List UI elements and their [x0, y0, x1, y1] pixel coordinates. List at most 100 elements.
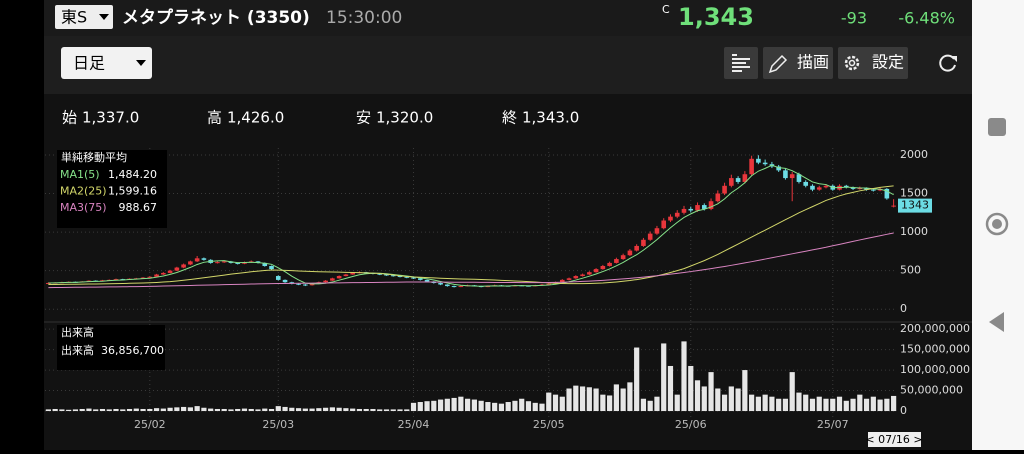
candle-body [377, 273, 383, 275]
candle-body [404, 276, 410, 278]
candle-body [188, 261, 193, 265]
volume-bar [417, 402, 423, 412]
volume-bar [383, 409, 390, 412]
home-button[interactable] [985, 212, 1009, 236]
volume-bar [214, 408, 221, 412]
button-bg[interactable] [838, 47, 908, 79]
x-tick-label: 25/06 [675, 418, 707, 431]
refresh-button[interactable] [939, 54, 957, 72]
candle-body [262, 262, 268, 267]
draw-button[interactable]: 描画 [763, 47, 833, 79]
volume-bar [681, 341, 687, 412]
volume-bar [715, 388, 721, 412]
volume-bar [99, 408, 106, 412]
candle-body [485, 286, 491, 288]
volume-bar [667, 365, 674, 412]
volume-bar [688, 365, 694, 412]
candle-body [309, 283, 315, 286]
volume-bar [776, 398, 782, 412]
candle-body [303, 284, 308, 286]
y-tick-label: 2000 [900, 148, 928, 161]
candle-body [620, 255, 626, 260]
x-tick-label: 25/04 [398, 418, 430, 431]
volume-bar [221, 408, 227, 412]
candle-body [762, 162, 768, 165]
volume-bar [579, 386, 586, 412]
market-select-box[interactable] [55, 5, 113, 29]
candle-body [843, 185, 849, 188]
legend-name: MA1(5) [60, 168, 100, 181]
volume-bar [850, 398, 856, 412]
candle-body [654, 228, 660, 234]
candle-body [823, 185, 829, 188]
volume-bar [356, 408, 363, 412]
volume-bar [674, 394, 680, 412]
recent-apps-button[interactable] [988, 118, 1006, 136]
volume-bar [877, 399, 883, 412]
icon [844, 55, 860, 71]
candle-body [296, 283, 301, 285]
period[interactable]: 日足 [73, 54, 105, 73]
volume-bar [194, 406, 200, 412]
volume-bar [498, 403, 505, 412]
volume-bar [465, 398, 471, 412]
candle-body [796, 174, 802, 182]
draw-label[interactable]: 描画 [797, 53, 829, 72]
candle-body [688, 208, 694, 211]
volume-bar [701, 386, 707, 412]
volume-bar [59, 409, 65, 412]
volume-bar [228, 409, 234, 412]
candle-body [573, 276, 579, 279]
back-button[interactable] [989, 312, 1004, 332]
settings-label[interactable]: 設定 [872, 53, 904, 72]
volume-bar [546, 392, 552, 412]
market[interactable]: 東S [61, 8, 87, 27]
volume-bar [762, 394, 768, 412]
volume-bar [532, 402, 538, 412]
time: 15:30:00 [326, 8, 402, 28]
volume-bar [559, 396, 565, 412]
candle-body [627, 250, 633, 256]
candle-body [607, 262, 612, 267]
volume-bar [519, 398, 525, 412]
volume-bar [647, 400, 653, 412]
market-select[interactable]: 東S [55, 5, 113, 29]
volume-bar [120, 409, 126, 412]
volume-bar [451, 397, 457, 412]
candle-body [735, 178, 741, 182]
settings-button[interactable]: 設定 [838, 47, 908, 79]
period-select[interactable]: 日足 [61, 47, 152, 79]
candle-body [161, 272, 166, 275]
volume-bar [282, 406, 288, 412]
ohlc-value: 1,426.0 [227, 109, 284, 127]
candle-body [681, 208, 687, 213]
volume-bar [755, 396, 761, 412]
volume-bar [45, 409, 51, 412]
candle-body [451, 286, 457, 288]
candle-body [695, 205, 700, 211]
icon[interactable] [939, 54, 956, 72]
icon [848, 59, 856, 67]
candle-body [417, 278, 423, 280]
ohlc-label: 終 [502, 109, 517, 127]
button-bg[interactable] [763, 47, 833, 79]
candle-body [390, 275, 396, 277]
volume-bar [458, 396, 464, 412]
indicator-button[interactable] [724, 47, 758, 79]
volume-bar [593, 388, 599, 412]
candle-body [350, 272, 355, 275]
legend-value: 1,484.20 [108, 168, 157, 181]
y-tick-label: 1000 [900, 225, 928, 238]
volume-bar [79, 408, 85, 412]
candle-body [850, 187, 856, 189]
candle-body [756, 158, 761, 163]
volume-bar [147, 408, 153, 412]
period-select-box[interactable] [61, 47, 152, 79]
volume-bar [823, 398, 829, 412]
candle-body [776, 166, 781, 171]
volume-bar [126, 408, 133, 412]
dropdown-arrow [99, 14, 109, 20]
price-flag: C [662, 3, 670, 16]
candle-body [343, 274, 349, 277]
candle-body [742, 174, 748, 182]
